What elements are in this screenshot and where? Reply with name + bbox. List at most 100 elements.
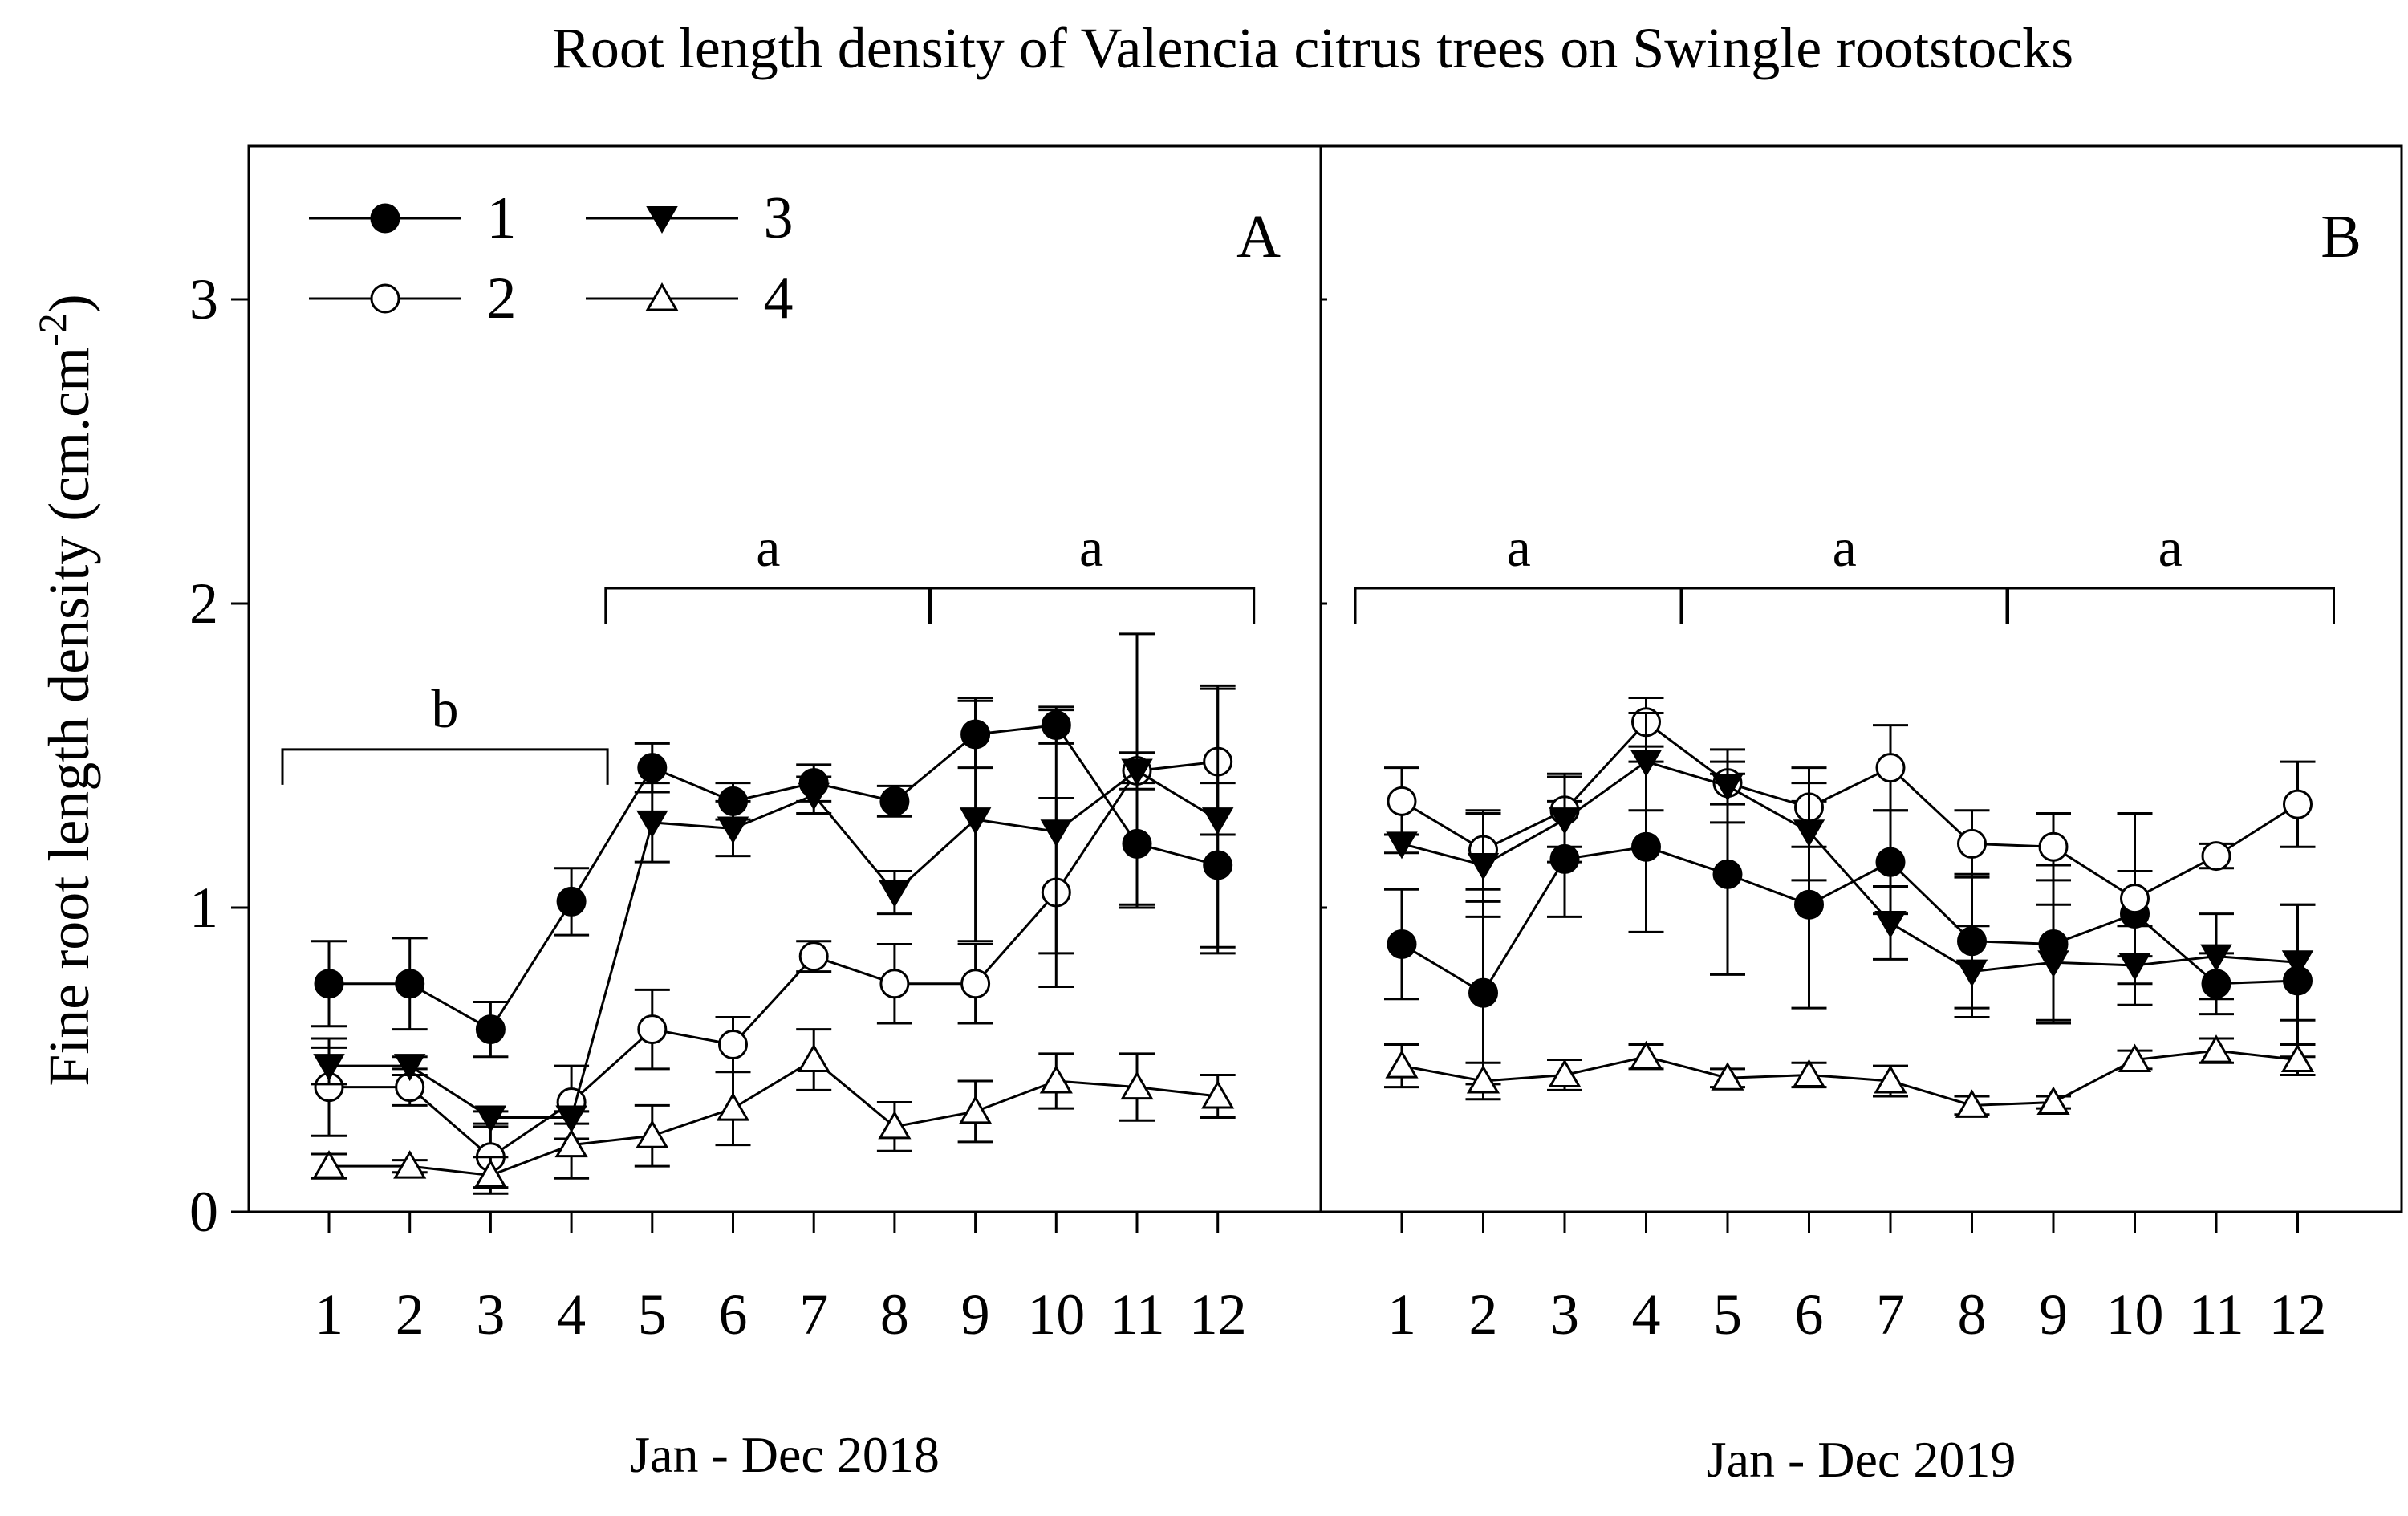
significance-bracket: [604, 587, 932, 624]
significance-letter: b: [432, 678, 459, 739]
y-tick-label: 0: [189, 1180, 218, 1244]
data-point: [1712, 774, 1744, 802]
x-tick-label: 11: [2188, 1282, 2244, 1347]
data-point: [1040, 819, 1073, 847]
data-point: [1629, 1040, 1663, 1070]
x-tick-label: 7: [799, 1282, 828, 1347]
data-point: [473, 1159, 508, 1189]
data-point: [2280, 1043, 2315, 1072]
legend-entry-1: 1: [309, 185, 517, 251]
data-point: [958, 1095, 993, 1124]
data-point: [637, 753, 668, 783]
data-point: [1387, 929, 1417, 959]
data-point: [2201, 841, 2231, 872]
data-point: [1711, 1062, 1744, 1091]
data-point: [393, 1150, 427, 1179]
x-tick-label: 4: [1632, 1282, 1661, 1347]
y-axis-label-close: ): [37, 294, 101, 313]
data-point: [556, 886, 587, 917]
data-point: [1793, 819, 1825, 847]
chart-title: Root length density of Valencia citrus t…: [552, 16, 2073, 80]
x-tick-label: 6: [719, 1282, 748, 1347]
series-line: [1401, 720, 2299, 900]
series-3: [1384, 711, 2316, 1022]
series-2: [1384, 696, 2316, 986]
data-point: [1468, 977, 1498, 1008]
data-point: [960, 969, 991, 999]
data-point: [878, 1110, 912, 1140]
significance-bracket: [2005, 587, 2335, 624]
y-tick-label: 3: [189, 267, 218, 331]
y-axis-label: Fine root length density (cm.cm-2): [30, 294, 101, 1086]
data-point: [879, 880, 911, 908]
x-tick-label: 5: [638, 1282, 667, 1347]
data-point: [716, 1092, 750, 1121]
data-point: [1466, 1065, 1500, 1094]
x-tick-label: 8: [880, 1282, 909, 1347]
data-point: [959, 807, 992, 835]
legend-marker: [646, 206, 678, 234]
y-tick-label: 2: [189, 571, 218, 636]
x-tick-label: 9: [2039, 1282, 2068, 1347]
data-point: [797, 1043, 830, 1072]
series-line: [1401, 760, 2298, 973]
x-tick-label: 3: [1550, 1282, 1579, 1347]
data-point: [1955, 1089, 1989, 1118]
data-point: [637, 1014, 668, 1045]
panel-letter: A: [1236, 203, 1281, 270]
significance-letter: a: [2158, 517, 2183, 578]
data-point: [798, 782, 830, 811]
data-point: [474, 1105, 507, 1133]
data-point: [1631, 831, 1661, 862]
x-tick-label: 8: [1958, 1282, 1987, 1347]
x-axis-label: Jan - Dec 2018: [630, 1426, 940, 1483]
legend-label: 4: [764, 266, 794, 331]
x-tick-label: 10: [1027, 1282, 1085, 1347]
data-point: [395, 969, 425, 999]
x-tick-label: 2: [1469, 1282, 1498, 1347]
significance-letter: a: [1507, 517, 1531, 578]
x-tick-label: 5: [1713, 1282, 1742, 1347]
data-point: [1467, 852, 1500, 880]
legend-label: 1: [487, 185, 517, 251]
data-point: [1549, 807, 1581, 835]
data-point: [2118, 1043, 2152, 1072]
series-line: [329, 724, 1219, 1031]
data-point: [2200, 944, 2232, 972]
svg-text:Fine root length density (cm.c: Fine root length density (cm.cm-2): [30, 294, 101, 1086]
data-point: [1874, 910, 1907, 938]
series-line: [1401, 845, 2298, 995]
legend-entry-3: 3: [586, 185, 794, 251]
x-tick-label: 12: [2269, 1282, 2327, 1347]
data-point: [798, 941, 829, 972]
series-1: [1384, 760, 2316, 1086]
data-point: [1121, 758, 1153, 786]
legend-entry-4: 4: [586, 266, 794, 331]
data-point: [1201, 1079, 1235, 1109]
panel-letter: B: [2321, 203, 2361, 270]
significance-letter: a: [1079, 517, 1103, 578]
series-line: [1401, 1049, 2298, 1107]
legend-marker: [645, 282, 679, 311]
data-point: [1630, 750, 1663, 778]
data-point: [1874, 1065, 1907, 1094]
data-point: [1957, 828, 1987, 859]
data-point: [314, 969, 344, 999]
legend-marker: [370, 203, 400, 234]
x-tick-label: 1: [315, 1282, 343, 1347]
data-point: [2283, 789, 2313, 819]
y-axis-label-superscript: -2: [30, 313, 75, 347]
significance-bracket: [928, 587, 1256, 624]
series-line: [329, 769, 1219, 1120]
legend-label: 3: [764, 185, 794, 251]
data-point: [1201, 807, 1234, 835]
x-tick-label: 3: [476, 1282, 505, 1347]
data-point: [2120, 884, 2150, 914]
data-point: [2281, 950, 2314, 978]
y-tick-label: 1: [189, 876, 218, 940]
data-point: [2038, 831, 2069, 862]
